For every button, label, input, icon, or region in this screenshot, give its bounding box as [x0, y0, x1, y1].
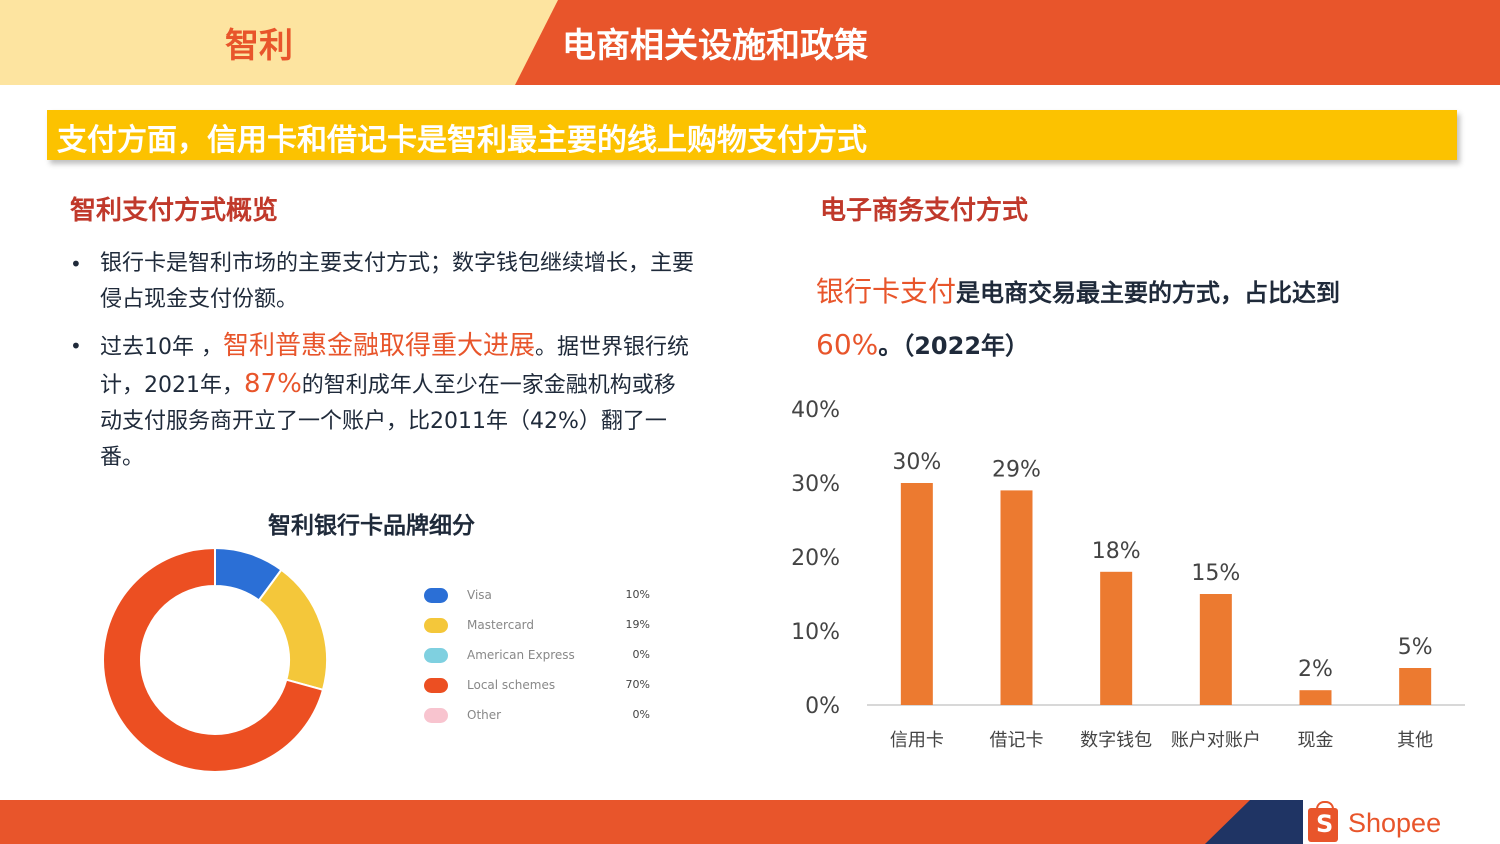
legend-item: Local schemes 70% [424, 675, 654, 705]
payment-bar-chart: 0% 10% 20% 30% 40% 30% 信用卡 29% 借记卡 18% 数字钱包 15% 账户对账… [791, 398, 1465, 751]
right-desc-text-a: 是电商交易最主要的方式，占比达到 [956, 279, 1341, 307]
x-category-label: 数字钱包 [1080, 730, 1152, 751]
legend-value: 0% [632, 708, 650, 721]
bar-0 [900, 483, 933, 705]
right-section-title: 电子商务支付方式 [820, 196, 1029, 226]
x-category-label: 信用卡 [890, 730, 944, 751]
right-desc-highlight-card: 银行卡支付 [816, 275, 957, 308]
bullet-2-text-c: 的智利成年人至少在一家金融机构或移动支付服务商开立了一个账户，比2011年（42… [100, 373, 676, 470]
bullet-list: 银行卡是智利市场的主要支付方式；数字钱包继续增长，主要侵占现金支付份额。 过去1… [70, 246, 695, 486]
bar-4 [1299, 690, 1332, 705]
right-description: 银行卡支付是电商交易最主要的方式，占比达到 60%。（2022年） [816, 266, 1456, 372]
legend-item: Mastercard 19% [424, 615, 654, 645]
footer: S Shopee [0, 800, 1500, 844]
bullet-2-text-b: 。据世界银行统计，2021年， [100, 335, 690, 398]
bar-1 [1000, 490, 1033, 705]
legend-swatch [424, 588, 448, 603]
headline-text: 支付方面，信用卡和借记卡是智利最主要的线上购物支付方式 [57, 123, 867, 158]
bar-value-label: 30% [892, 450, 941, 475]
header-country: 智利 [225, 26, 293, 66]
legend-swatch [424, 618, 448, 633]
bullet-2-highlight-percent: 87% [244, 369, 302, 399]
legend-swatch [424, 648, 448, 663]
legend-label: Mastercard [467, 618, 535, 632]
legend-swatch [424, 708, 448, 723]
legend-label: Visa [467, 588, 492, 602]
legend-label: American Express [467, 648, 575, 662]
legend-label: Local schemes [467, 678, 556, 692]
x-category-label: 其他 [1397, 730, 1433, 751]
legend-item: American Express 0% [424, 645, 654, 675]
right-desc-highlight-percent: 60% [816, 328, 879, 361]
y-tick-label: 40% [791, 398, 840, 423]
donut-slice-local-schemes [102, 546, 325, 773]
bar-3 [1199, 594, 1232, 705]
bullet-item-2: 过去10年 ，智利普惠金融取得重大进展。据世界银行统计，2021年，87%的智利… [70, 328, 695, 476]
bar-2 [1100, 571, 1133, 705]
shopping-bag-icon: S [1308, 801, 1338, 842]
bar-value-label: 18% [1092, 539, 1141, 564]
legend-item: Visa 10% [424, 585, 654, 615]
left-section-title: 智利支付方式概览 [70, 196, 279, 226]
logo-letter: S [1316, 810, 1334, 838]
donut-chart [102, 546, 328, 773]
bullet-1-text: 银行卡是智利市场的主要支付方式；数字钱包继续增长，主要侵占现金支付份额。 [100, 251, 695, 312]
bar-5 [1399, 668, 1432, 705]
legend-value: 70% [625, 678, 650, 691]
y-tick-label: 20% [791, 546, 840, 571]
bullet-item-1: 银行卡是智利市场的主要支付方式；数字钱包继续增长，主要侵占现金支付份额。 [70, 246, 695, 318]
legend-label: Other [467, 708, 502, 722]
y-tick-label: 10% [791, 620, 840, 645]
donut-slice-mastercard [257, 568, 328, 692]
donut-chart-title: 智利银行卡品牌细分 [268, 513, 475, 539]
legend-item: Other 0% [424, 705, 654, 735]
bar-value-label: 2% [1298, 657, 1333, 682]
legend-value: 19% [625, 618, 650, 631]
right-desc-text-b: 。（2022年） [878, 332, 1030, 360]
bullet-2-text-a: 过去10年 ， [100, 335, 223, 360]
legend-value: 10% [625, 588, 650, 601]
bullet-2-highlight-progress: 智利普惠金融取得重大进展 [223, 331, 536, 361]
donut-legend: Visa 10% Mastercard 19% American Express 0% Lo… [424, 585, 654, 735]
x-category-label: 现金 [1298, 730, 1334, 751]
bar-value-label: 15% [1191, 561, 1240, 586]
legend-value: 0% [632, 648, 650, 661]
header-title: 电商相关设施和政策 [562, 26, 868, 66]
header-right-band [515, 0, 1500, 85]
legend-swatch [424, 678, 448, 693]
y-tick-label: 0% [805, 694, 840, 719]
x-category-label: 借记卡 [990, 730, 1044, 751]
header-left-band [0, 0, 560, 85]
logo-text: Shopee [1348, 808, 1442, 838]
bar-value-label: 29% [992, 457, 1041, 482]
headline-banner: 支付方面，信用卡和借记卡是智利最主要的线上购物支付方式 [47, 110, 1457, 160]
y-tick-label: 30% [791, 472, 840, 497]
bar-value-label: 5% [1398, 635, 1433, 660]
header: 智利 电商相关设施和政策 [0, 0, 1500, 85]
x-category-label: 账户对账户 [1171, 730, 1261, 751]
